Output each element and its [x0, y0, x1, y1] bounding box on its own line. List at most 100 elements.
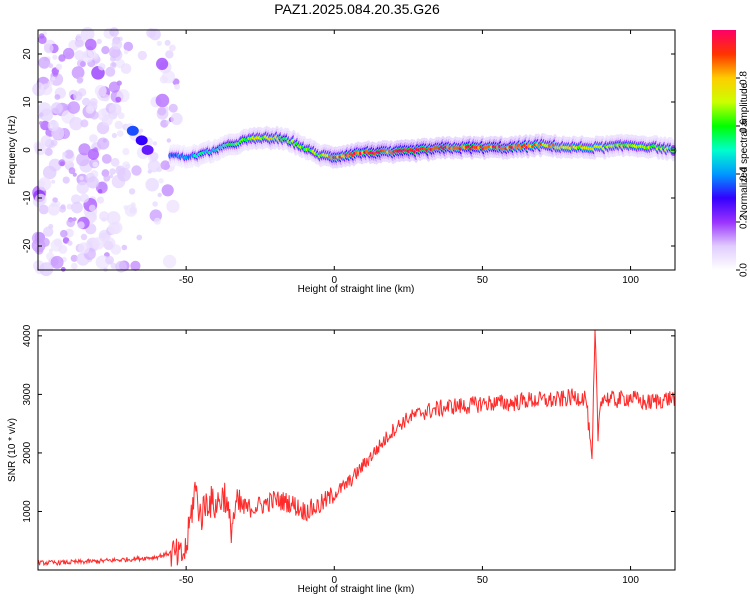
noise-blob: [115, 260, 127, 273]
noise-blob: [159, 75, 168, 84]
snr-y-ticks: 1000 2000 3000 4000: [22, 324, 675, 523]
noise-blob: [51, 179, 56, 184]
snr-y-tick-label: 2000: [22, 441, 33, 464]
ridge-cell: [141, 145, 154, 155]
noise-blob: [169, 44, 176, 52]
noise-blob: [81, 50, 94, 63]
noise-blob: [44, 147, 53, 156]
snr-plot-area: [38, 330, 675, 570]
noise-blob: [88, 204, 96, 212]
noise-blob: [53, 238, 63, 247]
noise-blob: [34, 193, 47, 206]
noise-blob: [117, 112, 125, 120]
noise-blob: [164, 39, 171, 46]
noise-blob: [101, 154, 112, 164]
colorbar: 0.0 0.2 0.4 0.6 0.8 Normalized spectral ampl…: [712, 30, 750, 277]
snr-y-tick-label: 3000: [22, 383, 33, 406]
noise-blob: [98, 63, 106, 71]
snr-y-axis-label: SNR (10 * v/v): [7, 418, 18, 482]
noise-blob: [67, 240, 73, 246]
noise-blob: [152, 201, 158, 207]
noise-blob: [151, 152, 157, 158]
noise-blob: [172, 78, 180, 86]
noise-blob: [111, 39, 123, 50]
noise-blob: [117, 167, 131, 182]
noise-blob: [48, 248, 54, 253]
spectrogram-x-tick-label: 50: [477, 275, 489, 286]
noise-blob: [40, 83, 53, 96]
noise-blob: [92, 237, 105, 250]
noise-blob: [101, 114, 113, 126]
noise-blob: [160, 160, 171, 171]
noise-blob: [79, 176, 84, 181]
noise-blob: [66, 218, 76, 228]
noise-blob: [42, 165, 57, 180]
noise-blob: [43, 43, 54, 54]
noise-blob: [158, 178, 164, 184]
spectrogram-y-axis-label: Frequency (Hz): [7, 116, 18, 185]
ridge-cell: [126, 125, 139, 136]
spectrogram-y-tick-label: 20: [22, 48, 33, 60]
noise-blob: [70, 254, 78, 262]
snr-x-ticks: -50 0 50 100: [179, 330, 639, 586]
noise-blob: [47, 203, 60, 216]
spectrogram-x-ticks: -50 0 50 100: [179, 30, 639, 286]
noise-blob: [76, 152, 90, 167]
noise-blob: [71, 201, 83, 214]
noise-blob: [102, 94, 110, 102]
noise-blob: [52, 71, 59, 77]
noise-blob: [80, 27, 95, 41]
noise-blob: [155, 93, 170, 108]
noise-blob: [60, 266, 66, 272]
noise-blob: [73, 91, 83, 101]
noise-blob: [39, 112, 44, 117]
noise-blob: [123, 41, 134, 52]
noise-blob: [161, 184, 174, 197]
snr-panel: -50 0 50 100 1000 2000 3000 4000 Height of str…: [7, 324, 676, 595]
noise-blob: [124, 163, 131, 170]
spectrogram-panel: -50 0 50 100 -20 -10 0 10 20 Height of straight…: [7, 27, 677, 295]
noise-blob: [60, 204, 66, 210]
noise-blob: [102, 237, 116, 250]
noise-blob: [72, 217, 77, 222]
noise-blob: [170, 112, 183, 125]
noise-blob: [80, 61, 86, 67]
noise-blob: [51, 102, 63, 114]
noise-blob: [168, 103, 178, 113]
noise-blob: [64, 149, 74, 159]
spectrogram-ridge: [126, 125, 677, 169]
noise-blob: [62, 176, 70, 184]
colorbar-tick-label: 0.4: [738, 167, 749, 181]
noise-blob: [38, 121, 43, 125]
noise-blob: [71, 194, 81, 205]
noise-blob: [65, 161, 69, 166]
noise-blob: [110, 157, 120, 167]
snr-x-tick-label: 0: [331, 575, 337, 586]
noise-blob: [97, 189, 103, 194]
noise-blob: [34, 246, 44, 255]
noise-blob: [75, 33, 83, 41]
noise-blob: [105, 66, 116, 77]
noise-blob: [108, 81, 120, 93]
noise-blob: [123, 49, 129, 55]
snr-y-tick-label: 1000: [22, 500, 33, 523]
spectrogram-x-axis-label: Height of straight line (km): [298, 284, 415, 295]
noise-blob: [94, 84, 107, 97]
spectrogram-noise-blobs: [31, 27, 183, 277]
snr-x-tick-label: -50: [179, 575, 194, 586]
noise-blob: [38, 56, 51, 69]
noise-blob: [67, 101, 80, 114]
colorbar-ticks: 0.0 0.2 0.4 0.6 0.8: [736, 71, 749, 277]
spectrogram-y-ticks: -20 -10 0 10 20: [22, 48, 675, 253]
noise-blob: [40, 135, 52, 146]
colorbar-tick-label: 0.8: [738, 71, 749, 85]
noise-blob: [106, 211, 121, 225]
spectrogram-y-tick-label: -20: [22, 238, 33, 253]
noise-blob: [97, 137, 110, 150]
colorbar-label: Normalized spectral amplitude: [739, 82, 750, 217]
noise-blob: [96, 38, 102, 45]
snr-x-tick-label: 100: [622, 575, 639, 586]
snr-series: [37, 329, 676, 567]
noise-blob: [47, 120, 59, 132]
noise-blob: [152, 141, 158, 146]
